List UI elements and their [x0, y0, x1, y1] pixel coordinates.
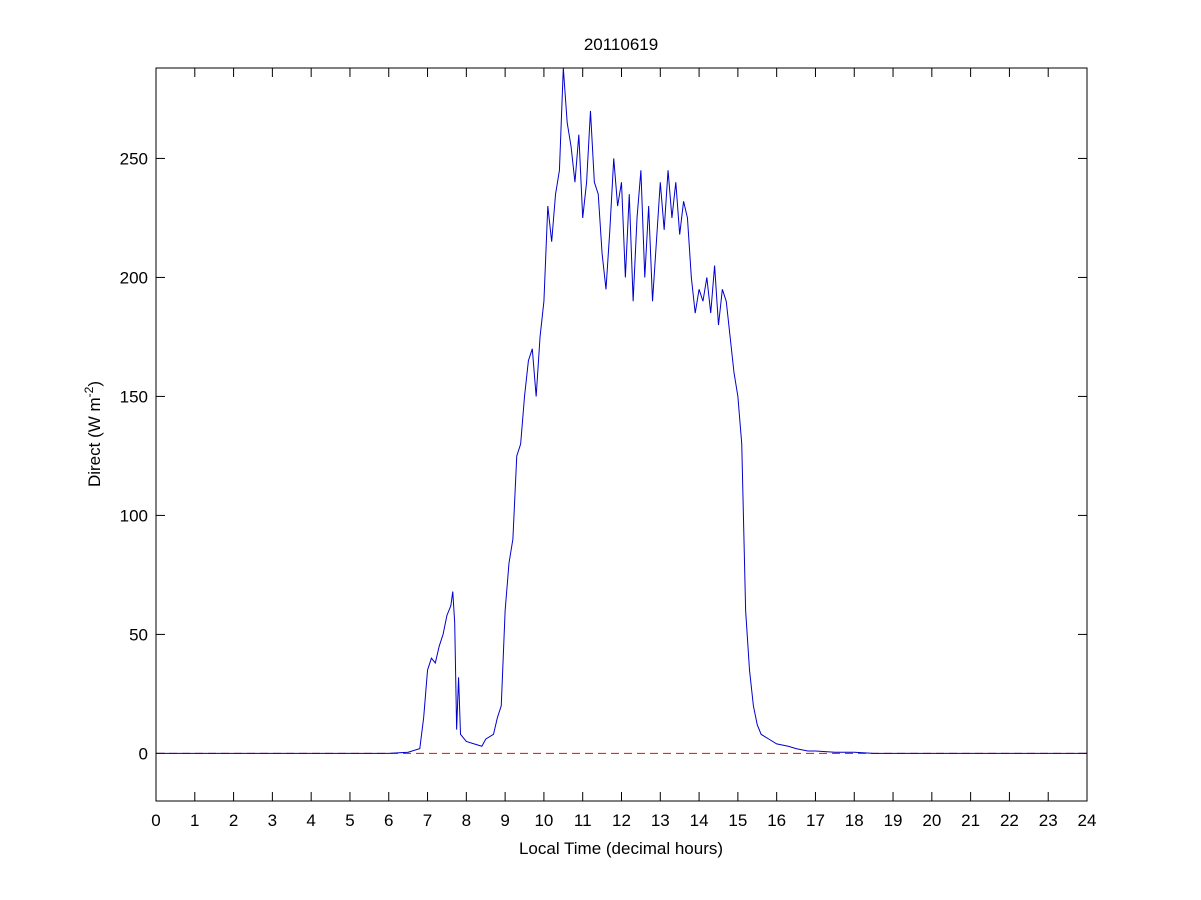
y-tick-label: 50 [129, 625, 148, 644]
x-tick-label: 20 [922, 811, 941, 830]
y-label-sup: -2 [82, 386, 96, 397]
y-label-part: ) [85, 381, 104, 387]
x-axis-label: Local Time (decimal hours) [519, 839, 723, 858]
x-tick-label: 16 [767, 811, 786, 830]
x-tick-label: 12 [612, 811, 631, 830]
x-tick-label: 2 [229, 811, 238, 830]
x-tick-label: 17 [806, 811, 825, 830]
x-tick-label: 8 [462, 811, 471, 830]
y-tick-label: 100 [120, 506, 148, 525]
x-tick-label: 1 [190, 811, 199, 830]
data-line [156, 67, 1087, 754]
plot-frame [155, 67, 1088, 802]
x-tick-label: 10 [534, 811, 553, 830]
y-tick-label: 200 [120, 268, 148, 287]
x-tick-label: 5 [345, 811, 354, 830]
x-tick-label: 3 [268, 811, 277, 830]
x-tick-label: 23 [1039, 811, 1058, 830]
y-axis-label: Direct (W m-2) [82, 381, 104, 487]
x-tick-label: 11 [574, 811, 592, 830]
x-tick-label: 21 [961, 811, 980, 830]
x-tick-label: 13 [651, 811, 670, 830]
y-label-part: Direct (W m [85, 397, 104, 487]
x-tick-label: 24 [1078, 811, 1097, 830]
chart-title: 20110619 [584, 35, 658, 54]
x-tick-label: 22 [1000, 811, 1019, 830]
x-tick-label: 15 [728, 811, 747, 830]
x-tick-label: 0 [151, 811, 160, 830]
x-tick-label: 18 [845, 811, 864, 830]
x-tick-label: 7 [423, 811, 432, 830]
x-tick-label: 19 [884, 811, 903, 830]
x-tick-label: 14 [690, 811, 709, 830]
x-tick-label: 9 [500, 811, 509, 830]
y-tick-label: 0 [139, 744, 148, 763]
x-tick-label: 4 [306, 811, 315, 830]
x-tick-label: 6 [384, 811, 393, 830]
y-tick-label: 150 [120, 387, 148, 406]
y-tick-label: 250 [120, 149, 148, 168]
